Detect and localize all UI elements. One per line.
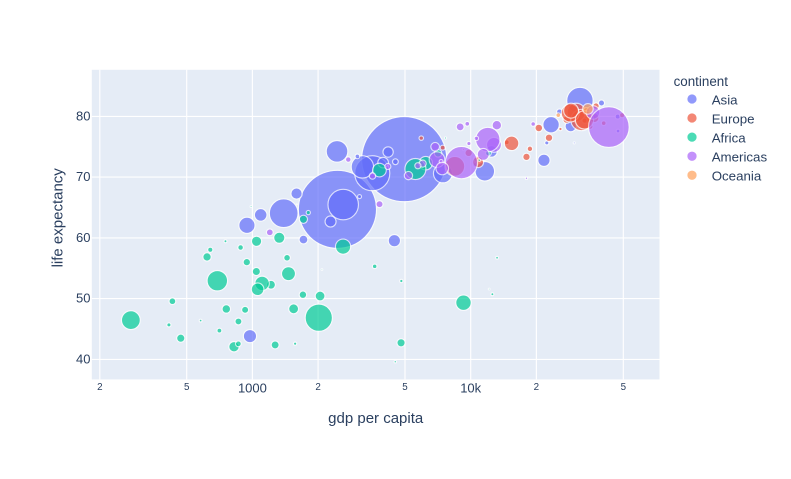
svg-text:50: 50: [76, 291, 90, 306]
svg-text:5: 5: [621, 382, 627, 393]
svg-text:70: 70: [76, 169, 90, 184]
svg-text:10k: 10k: [460, 381, 481, 396]
svg-text:Africa: Africa: [712, 130, 747, 145]
svg-text:5: 5: [402, 382, 408, 393]
svg-text:Asia: Asia: [712, 92, 738, 107]
svg-text:Oceania: Oceania: [712, 169, 762, 184]
svg-text:life expectancy: life expectancy: [50, 168, 67, 268]
svg-text:5: 5: [184, 382, 190, 393]
svg-text:40: 40: [76, 351, 90, 366]
svg-text:60: 60: [76, 230, 90, 245]
svg-text:2: 2: [534, 382, 539, 393]
svg-text:continent: continent: [674, 74, 729, 89]
svg-text:1000: 1000: [238, 381, 267, 396]
svg-text:Europe: Europe: [712, 111, 755, 126]
svg-text:gdp per capita: gdp per capita: [328, 410, 424, 427]
svg-text:Americas: Americas: [712, 150, 768, 165]
svg-text:80: 80: [76, 108, 90, 123]
svg-text:2: 2: [97, 382, 102, 393]
svg-text:2: 2: [315, 382, 320, 393]
